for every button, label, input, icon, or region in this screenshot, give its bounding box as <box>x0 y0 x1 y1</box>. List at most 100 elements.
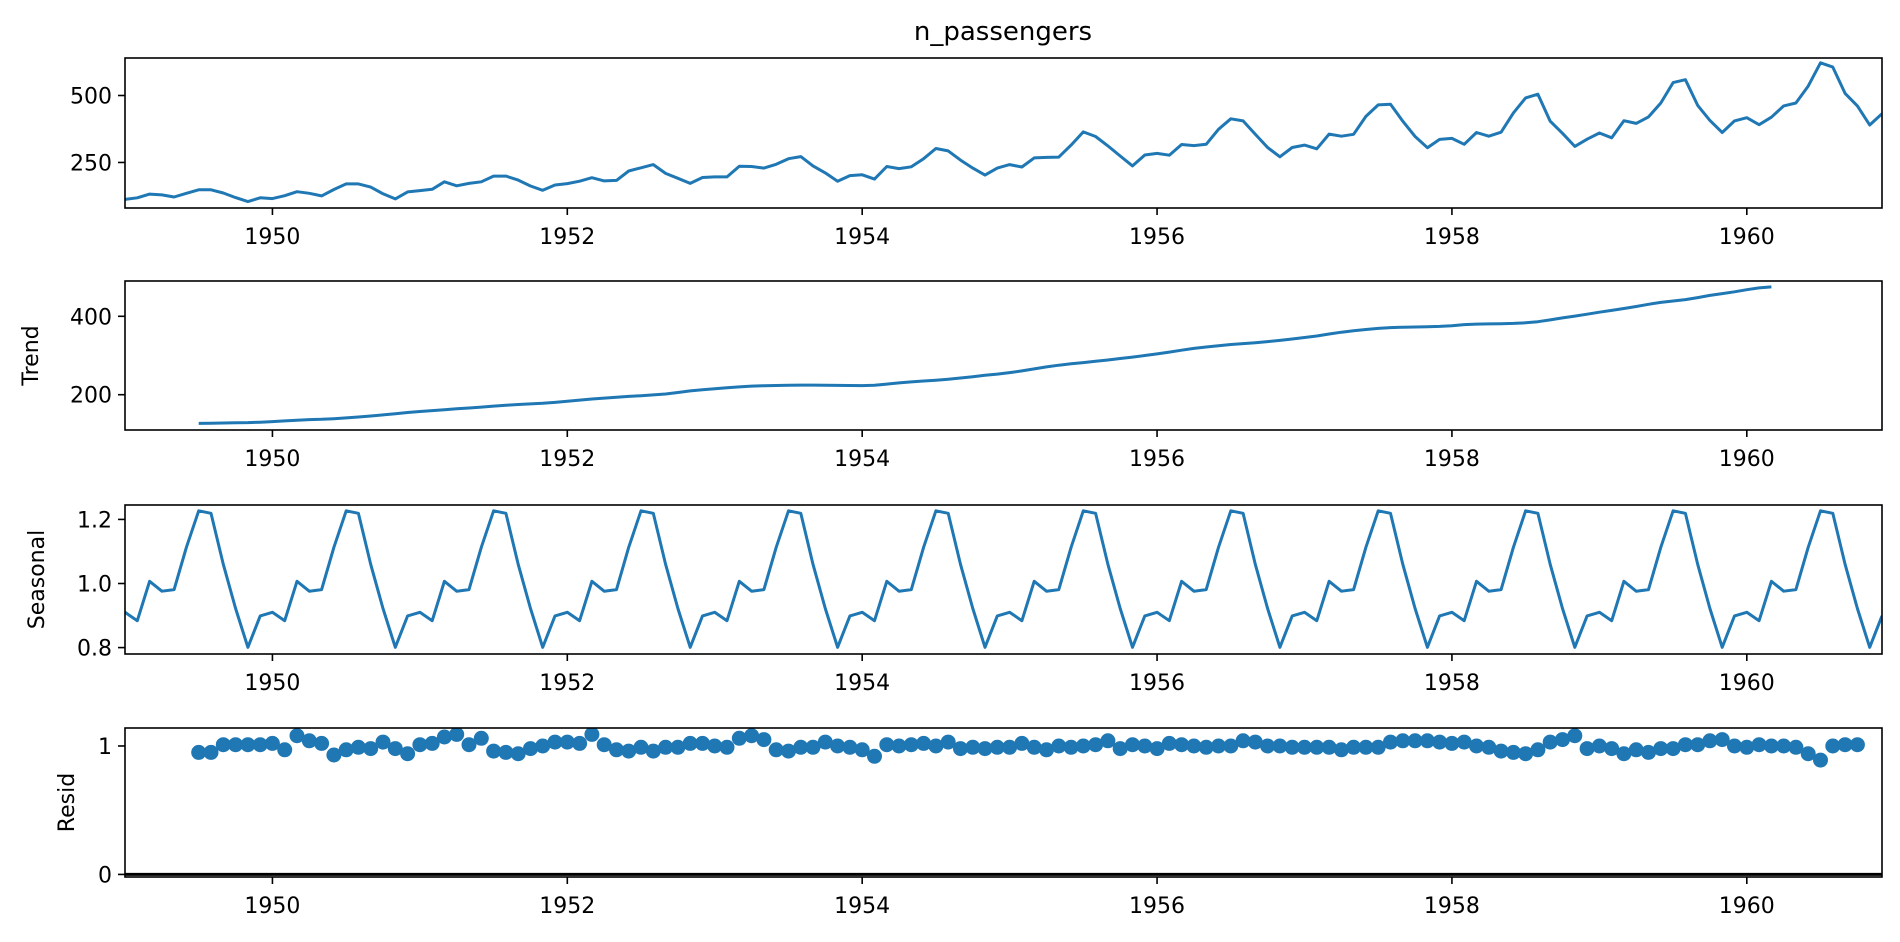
resid-point <box>1751 737 1767 753</box>
resid-point <box>928 738 944 754</box>
resid-point <box>633 739 649 755</box>
resid-point <box>1788 739 1804 755</box>
resid-point <box>867 748 882 764</box>
panel-resid: 1950 1952 1954 1956 1958 1960 0 1 Resid <box>55 727 1883 919</box>
resid-point <box>1456 734 1472 750</box>
resid-point <box>854 742 870 758</box>
resid-point <box>1444 735 1460 751</box>
resid-point <box>1014 735 1030 751</box>
resid-point <box>916 735 932 751</box>
resid-point <box>572 735 588 751</box>
resid-point <box>1653 741 1669 757</box>
resid-point <box>1518 746 1534 762</box>
x-tick-label: 1954 <box>834 671 890 696</box>
resid-point <box>301 733 317 749</box>
y-tick-label: 1.0 <box>77 573 112 598</box>
resid-point <box>1677 737 1693 753</box>
resid-point <box>695 735 710 751</box>
resid-point <box>1432 734 1448 750</box>
resid-point <box>1628 742 1644 758</box>
x-tick-label: 1958 <box>1424 447 1480 472</box>
y-tick-label: 250 <box>70 151 112 176</box>
resid-point <box>1223 738 1239 754</box>
resid-point <box>1579 741 1595 757</box>
resid-point <box>1555 732 1570 748</box>
resid-point <box>1604 741 1620 757</box>
resid-point <box>731 730 747 746</box>
x-tick-label: 1956 <box>1129 447 1185 472</box>
y-axis-label-resid: Resid <box>55 773 80 832</box>
resid-point <box>363 741 379 757</box>
resid-point <box>424 735 440 751</box>
y-tick-label: 0.8 <box>77 637 112 662</box>
y-tick-label: 200 <box>70 384 112 409</box>
resid-point <box>1849 737 1865 753</box>
resid-point <box>584 728 600 742</box>
resid-point <box>498 744 514 760</box>
resid-point <box>953 741 968 757</box>
resid-point <box>1776 738 1792 754</box>
resid-point <box>1075 738 1091 754</box>
resid-point <box>609 742 624 758</box>
resid-point <box>436 729 452 745</box>
resid-point <box>768 742 784 758</box>
resid-point <box>264 735 280 751</box>
resid-point <box>1813 752 1828 768</box>
resid-point <box>191 744 207 760</box>
resid-point <box>1665 741 1681 757</box>
plot-area-resid <box>125 728 1882 876</box>
resid-point <box>461 737 477 753</box>
resid-point <box>1837 737 1853 753</box>
resid-point <box>1383 734 1398 750</box>
resid-point <box>744 728 760 744</box>
resid-point <box>1161 735 1177 751</box>
resid-point <box>314 735 330 751</box>
resid-point <box>1739 739 1755 755</box>
resid-point <box>1039 742 1054 758</box>
resid-point <box>1493 743 1509 759</box>
x-tick-label: 1954 <box>834 447 890 472</box>
x-tick-label: 1956 <box>1129 894 1185 919</box>
y-tick-label: 1 <box>98 735 112 760</box>
x-tick-label: 1960 <box>1719 225 1775 250</box>
x-tick-label: 1960 <box>1719 671 1775 696</box>
x-tick-label: 1952 <box>539 894 595 919</box>
resid-point <box>400 746 416 762</box>
resid-point <box>289 728 305 744</box>
series-line-trend <box>198 285 1772 425</box>
resid-point <box>1247 734 1263 750</box>
x-tick-label: 1950 <box>244 447 300 472</box>
resid-point <box>1407 733 1423 749</box>
resid-point <box>1419 733 1435 749</box>
resid-point <box>1825 738 1841 754</box>
y-tick-label: 0 <box>98 863 112 888</box>
resid-point <box>891 738 907 754</box>
y-tick-label: 500 <box>70 85 112 110</box>
resid-point <box>510 746 526 762</box>
resid-point <box>252 737 268 753</box>
resid-point <box>707 738 723 754</box>
resid-point <box>1616 746 1632 762</box>
x-tick-label: 1950 <box>244 671 300 696</box>
resid-point <box>1763 738 1779 754</box>
resid-point <box>1530 742 1546 758</box>
resid-point <box>1702 733 1718 749</box>
resid-point <box>1370 739 1386 755</box>
resid-point <box>1284 739 1300 755</box>
resid-point <box>1137 738 1153 754</box>
resid-point <box>658 739 674 755</box>
resid-point <box>350 739 366 755</box>
resid-point <box>989 739 1005 755</box>
resid-point <box>449 728 465 742</box>
resid-point <box>375 734 391 750</box>
resid-point <box>830 738 846 754</box>
resid-point <box>1100 733 1116 749</box>
x-tick-label: 1960 <box>1719 447 1775 472</box>
resid-point <box>879 737 895 753</box>
resid-point <box>1542 734 1558 750</box>
resid-point <box>387 741 403 757</box>
resid-point <box>1505 744 1521 760</box>
resid-point <box>1198 739 1214 755</box>
resid-point <box>1591 738 1607 754</box>
